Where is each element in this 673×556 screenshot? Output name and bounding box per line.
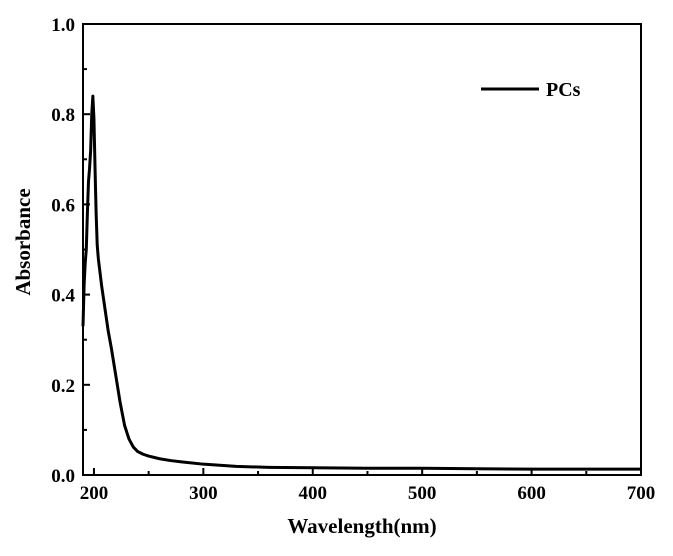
axis-tick-labels: 200 300 400 500 600 700 0.0 0.2 0.4 0.6 0.8 1.0: [51, 15, 655, 504]
x-tick-label-400: 400: [299, 483, 328, 504]
x-tick-label-300: 300: [189, 483, 218, 504]
x-axis-title: Wavelength(nm): [287, 514, 436, 538]
y-tick-label-2: 0.4: [51, 286, 75, 307]
y-axis-title: Absorbance: [11, 188, 35, 295]
x-tick-label-600: 600: [517, 483, 546, 504]
x-tick-label-500: 500: [408, 483, 437, 504]
x-tick-label-700: 700: [627, 483, 656, 504]
y-tick-label-1: 0.2: [51, 376, 75, 397]
series-line-pcs: [81, 94, 641, 471]
legend-label-pcs: PCs: [546, 79, 581, 101]
x-tick-label-200: 200: [80, 483, 109, 504]
legend: PCs: [481, 79, 581, 101]
y-tick-label-3: 0.6: [51, 195, 75, 216]
y-tick-label-4: 0.8: [51, 105, 75, 126]
y-tick-label-0: 0.0: [51, 466, 75, 487]
y-tick-label-5: 1.0: [51, 15, 75, 36]
